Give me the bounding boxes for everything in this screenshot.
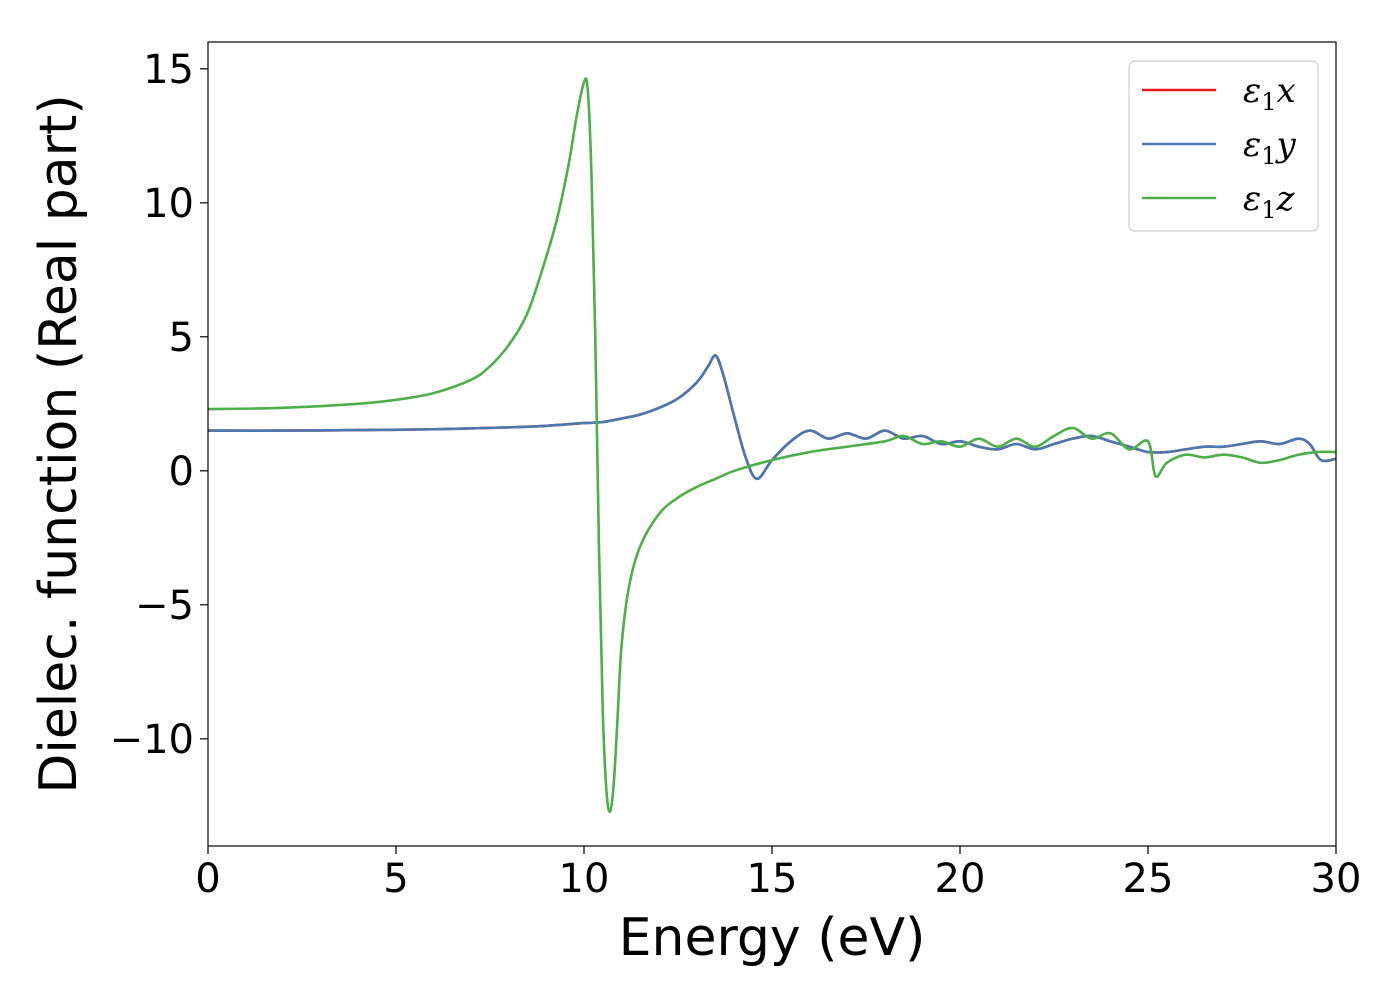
y-tick-label: 10 — [143, 181, 194, 227]
legend-box — [1128, 60, 1319, 232]
x-axis: 0 5 10 15 20 25 30 — [195, 846, 1361, 902]
y-axis: −10 −5 0 5 10 15 — [110, 47, 208, 763]
x-tick-label: 5 — [383, 856, 408, 902]
y-axis-title: Dielec. function (Real part) — [29, 94, 89, 793]
legend: ε1x ε1y ε1z — [1128, 60, 1319, 232]
y-tick-label: 15 — [143, 47, 194, 93]
y-tick-label: −10 — [110, 717, 194, 763]
y-tick-label: −5 — [135, 583, 194, 629]
x-tick-label: 20 — [935, 856, 986, 902]
y-tick-label: 0 — [169, 449, 194, 495]
series-layer — [207, 77, 1337, 813]
x-tick-label: 30 — [1311, 856, 1362, 902]
legend-label: ε1y — [1243, 125, 1297, 170]
series-line-y — [207, 354, 1337, 481]
x-tick-label: 15 — [747, 856, 798, 902]
x-tick-label: 25 — [1123, 856, 1174, 902]
series-line-z — [207, 77, 1337, 813]
x-tick-label: 10 — [559, 856, 610, 902]
x-axis-title: Energy (eV) — [619, 908, 926, 968]
legend-label: ε1x — [1243, 71, 1296, 116]
x-tick-label: 0 — [195, 856, 220, 902]
y-tick-label: 5 — [169, 315, 194, 361]
legend-label: ε1z — [1243, 179, 1296, 224]
